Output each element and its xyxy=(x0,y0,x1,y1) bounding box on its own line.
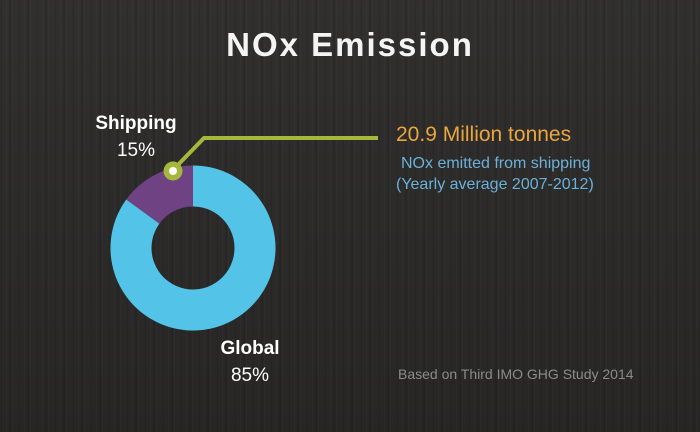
global-label: Global xyxy=(220,338,280,359)
slice-label-shipping: Shipping 15% xyxy=(66,112,206,163)
shipping-label: Shipping xyxy=(95,113,177,134)
donut-slice-global xyxy=(110,165,276,331)
donut-slices xyxy=(110,165,276,331)
callout-marker-dot xyxy=(169,167,177,175)
chart-title: NOx Emission xyxy=(226,26,474,63)
callout-annotation: 20.9 Million tonnes NOx emitted from shi… xyxy=(396,122,594,195)
annotation-detail-1: NOx emitted from shipping xyxy=(401,155,591,172)
shipping-percentage: 15% xyxy=(116,140,156,161)
annotation-headline: 20.9 Million tonnes xyxy=(396,123,572,146)
global-percentage: 85% xyxy=(230,365,270,386)
annotation-detail-2: (Yearly average 2007-2012) xyxy=(396,176,594,193)
source-note: Based on Third IMO GHG Study 2014 xyxy=(398,366,634,382)
slice-label-global: Global 85% xyxy=(180,337,320,388)
donut-slice-shipping xyxy=(126,165,193,224)
callout-line xyxy=(171,136,378,172)
